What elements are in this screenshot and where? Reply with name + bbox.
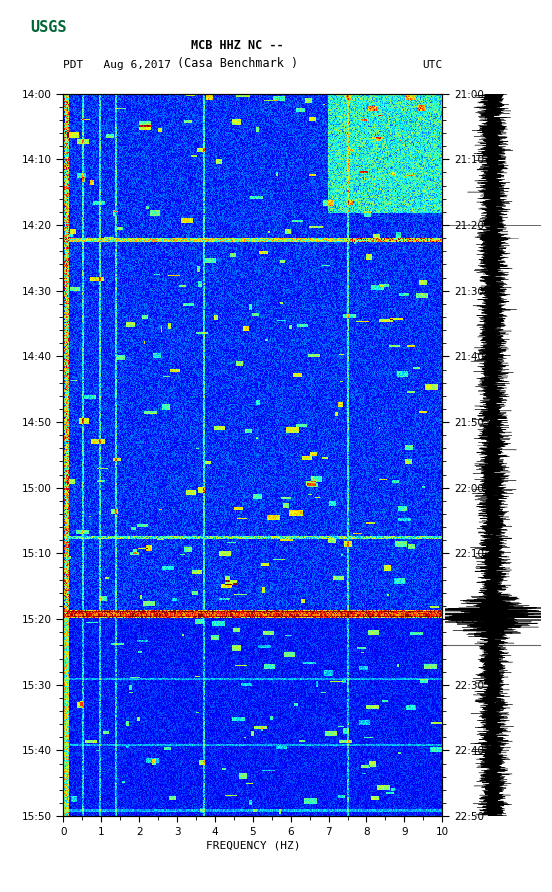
- X-axis label: FREQUENCY (HZ): FREQUENCY (HZ): [205, 841, 300, 851]
- Text: PDT   Aug 6,2017: PDT Aug 6,2017: [63, 60, 172, 70]
- Polygon shape: [6, 9, 13, 36]
- Text: USGS: USGS: [30, 20, 67, 35]
- Text: MCB HHZ NC --: MCB HHZ NC --: [191, 38, 284, 52]
- Text: (Casa Benchmark ): (Casa Benchmark ): [177, 56, 298, 70]
- Text: UTC: UTC: [422, 60, 443, 70]
